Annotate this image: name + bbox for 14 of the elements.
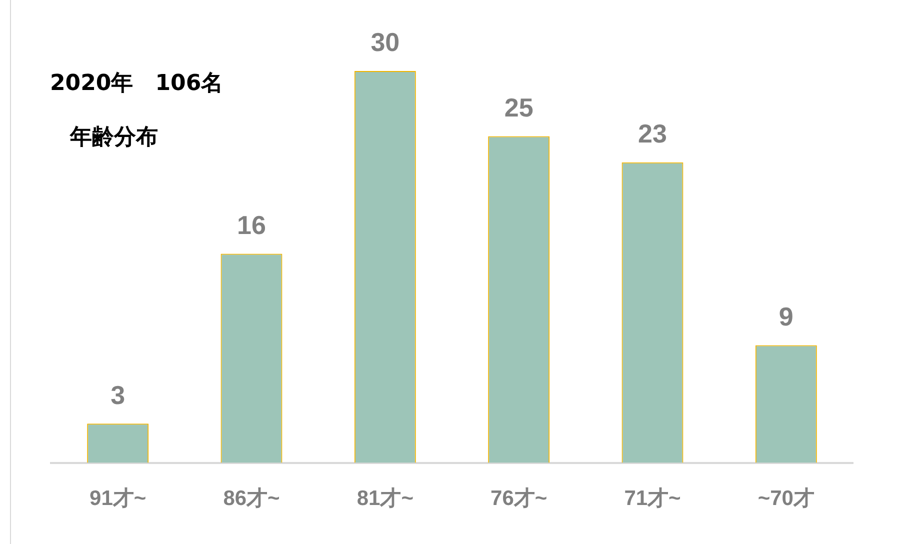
chart-title: 2020年 106名 <box>50 70 224 98</box>
x-tick-label: ~70才 <box>758 487 814 510</box>
x-tick-label: 71才~ <box>624 487 681 510</box>
x-tick-label: 86才~ <box>223 487 280 510</box>
data-label: 25 <box>504 92 534 122</box>
text: 年齢分布 <box>70 124 158 152</box>
x-tick-label: 91才~ <box>90 487 146 510</box>
data-label: 23 <box>638 118 667 149</box>
data-label: 9 <box>778 301 794 332</box>
data-label: 3 <box>110 380 126 410</box>
x-tick-label: 76才~ <box>490 487 548 510</box>
data-label: 30 <box>370 27 400 58</box>
data-label: 16 <box>237 210 266 240</box>
x-tick-label: 81才~ <box>356 487 414 510</box>
